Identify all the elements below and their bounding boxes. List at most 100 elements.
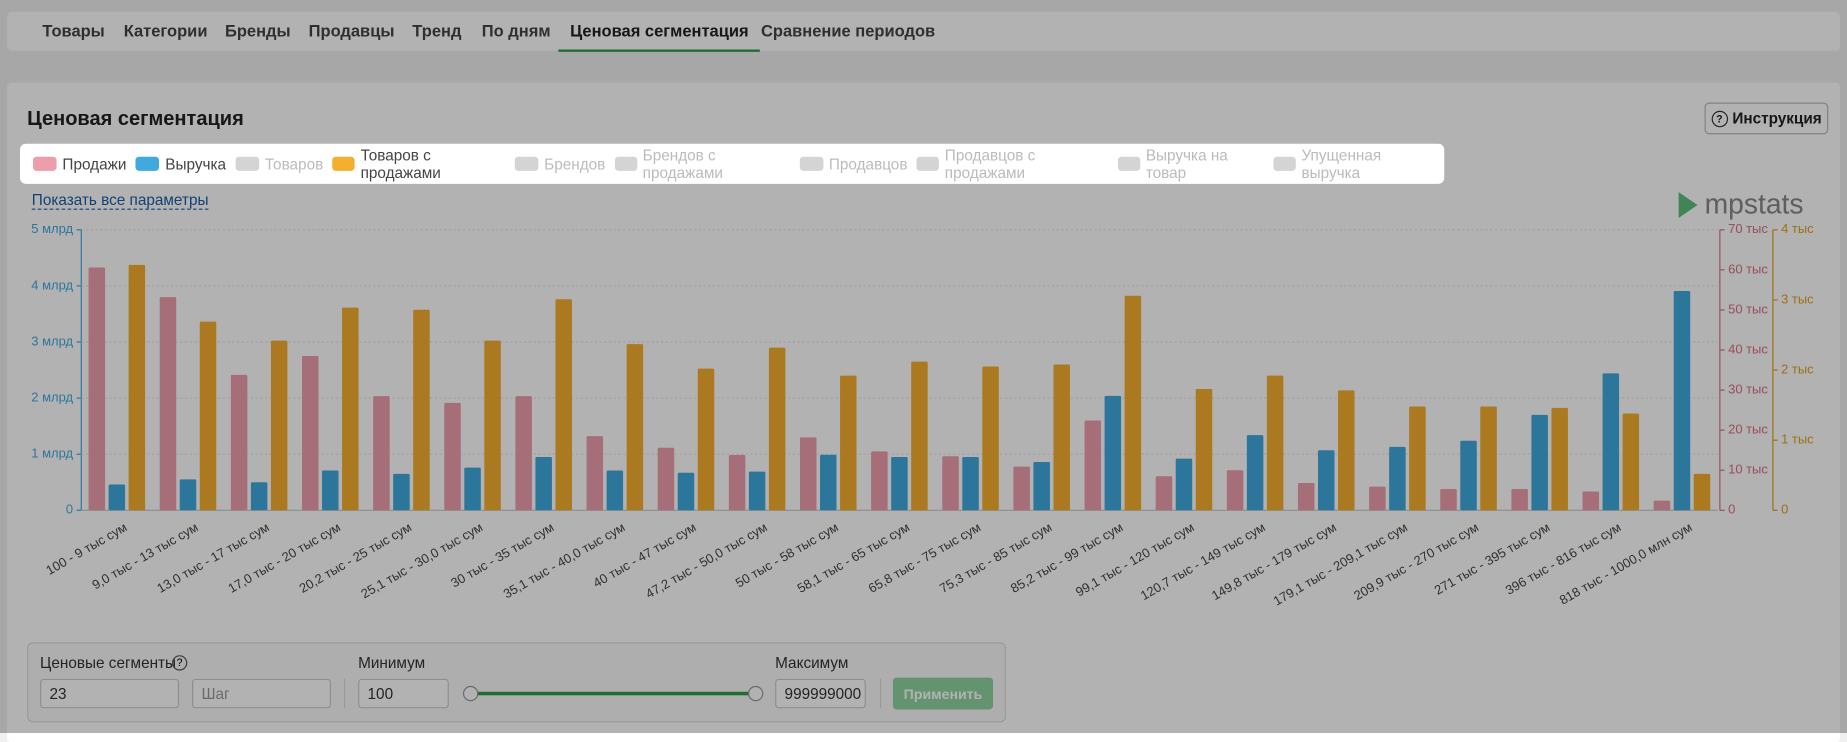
legend-swatch — [614, 156, 637, 171]
y-tick-label: 0 — [1781, 502, 1788, 517]
legend-item[interactable]: Товаров — [235, 155, 323, 173]
bar — [302, 356, 319, 511]
bar — [982, 366, 999, 511]
legend-item[interactable]: Продавцов с продажами — [916, 146, 1109, 181]
bar — [606, 470, 624, 511]
bar — [728, 454, 746, 511]
bar — [1155, 476, 1173, 511]
bar — [555, 299, 572, 511]
bar — [1622, 413, 1640, 511]
bar — [393, 473, 410, 511]
bar — [799, 437, 817, 511]
max-input[interactable]: 999999000 — [775, 678, 866, 709]
y-tick-label: 1 тыс — [1781, 432, 1814, 447]
bar — [840, 375, 857, 511]
bar — [1369, 486, 1386, 511]
tab[interactable]: Категории — [123, 21, 208, 41]
bar — [1409, 406, 1426, 511]
y-tick-label: 5 млрд — [31, 221, 73, 236]
bar — [1673, 290, 1691, 511]
min-label: Минимум — [358, 654, 426, 672]
legend-label: Товаров — [264, 154, 324, 173]
y-tick-label: 2 тыс — [1781, 361, 1814, 376]
legend-item[interactable]: Выручка на товар — [1117, 146, 1264, 182]
legend-label: Продажи — [62, 154, 127, 173]
legend-label: Выручка на товар — [1145, 146, 1228, 182]
y-tick-label: 70 тыс — [1728, 221, 1768, 236]
legend-label: Брендов — [544, 154, 606, 173]
divider — [879, 678, 882, 709]
tab[interactable]: Продавцы — [308, 21, 395, 41]
y-tick-label: 10 тыс — [1728, 462, 1768, 477]
segments-input[interactable]: 23 — [40, 678, 180, 709]
bar — [1195, 388, 1213, 511]
bar — [464, 467, 481, 511]
y-tick-label: 0 — [1728, 502, 1735, 517]
bar — [1511, 489, 1528, 511]
bar — [1480, 406, 1497, 511]
legend: Продажи Выручка Товаров Товаров с продажами… — [20, 143, 1445, 184]
bar — [1013, 466, 1030, 511]
tab[interactable]: Бренды — [224, 21, 291, 41]
bar — [748, 471, 766, 511]
tab[interactable]: Тренд — [412, 21, 462, 41]
apply-button[interactable]: Применить — [892, 677, 994, 710]
legend-item[interactable]: Упущенная выручка — [1273, 146, 1435, 182]
bar — [697, 368, 715, 511]
legend-item[interactable]: Брендов — [514, 154, 606, 173]
bar — [484, 340, 501, 511]
y-tick-label: 20 тыс — [1728, 422, 1768, 437]
slider-handle[interactable] — [748, 685, 764, 702]
bar — [1246, 435, 1264, 511]
y-tick-label: 1 млрд — [31, 446, 73, 461]
tab[interactable]: Ценовая сегментация — [558, 21, 761, 52]
legend-label: Упущенная выручка — [1301, 146, 1382, 182]
bar — [1653, 500, 1671, 511]
legend-swatch — [235, 156, 260, 171]
y-tick-label: 60 тыс — [1728, 261, 1768, 276]
tab[interactable]: Сравнение периодов — [760, 21, 936, 41]
legend-swatch — [514, 156, 539, 171]
bar — [1266, 375, 1284, 511]
bar — [342, 307, 359, 511]
bar — [1338, 390, 1355, 511]
bar — [230, 374, 248, 511]
legend-item[interactable]: Продавцов — [799, 155, 907, 173]
legend-item[interactable]: Брендов с продажами — [614, 146, 790, 182]
bar — [1531, 414, 1548, 511]
min-input[interactable]: 100 — [358, 678, 449, 709]
bar — [891, 456, 908, 511]
bar — [535, 456, 552, 511]
legend-label: Продавцов — [828, 154, 908, 173]
legend-item[interactable]: Товаров с продажами — [332, 146, 506, 181]
help-button[interactable]: ? Инструкция — [1704, 102, 1829, 135]
legend-item[interactable]: Продажи — [32, 154, 127, 173]
help-button-label: Инструкция — [1732, 109, 1822, 128]
bar — [88, 267, 106, 511]
bar — [626, 344, 644, 511]
slider-handle[interactable] — [462, 685, 479, 702]
bar — [586, 436, 604, 511]
bar — [1084, 420, 1102, 511]
bar — [322, 470, 339, 511]
bar — [515, 396, 532, 511]
show-all-link[interactable]: Показать все параметры — [31, 190, 209, 210]
bar — [871, 451, 888, 511]
bar — [179, 479, 197, 511]
bar — [250, 482, 268, 511]
tab[interactable]: Товары — [42, 21, 105, 41]
bar — [1582, 491, 1600, 511]
divider — [343, 678, 346, 709]
legend-label: Брендов с продажами — [642, 146, 723, 182]
legend-item[interactable]: Выручка — [135, 155, 226, 173]
bar — [1389, 446, 1406, 511]
tab[interactable]: По дням — [481, 21, 551, 41]
bar — [962, 456, 979, 511]
slider-track — [468, 691, 756, 696]
bar — [1033, 462, 1050, 511]
bar — [1460, 440, 1477, 511]
legend-swatch — [799, 156, 824, 171]
step-input[interactable]: Шаг — [192, 678, 332, 709]
help-icon[interactable]: ? — [171, 655, 188, 671]
